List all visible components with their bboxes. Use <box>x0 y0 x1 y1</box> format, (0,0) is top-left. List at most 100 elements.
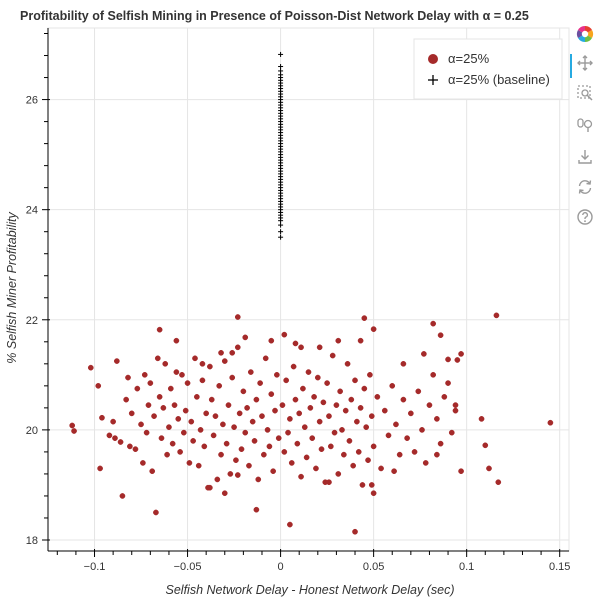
scatter-point <box>140 460 146 466</box>
scatter-point <box>270 468 276 475</box>
scatter-point <box>378 465 384 472</box>
scatter-point <box>138 421 144 428</box>
scatter-point <box>227 471 234 477</box>
bokeh-logo[interactable] <box>570 24 600 48</box>
scatter-point <box>404 435 410 441</box>
scatter-point <box>374 394 381 400</box>
scatter-point <box>430 320 437 327</box>
scatter-point <box>173 337 180 344</box>
scatter-point <box>445 356 451 363</box>
scatter-point <box>434 451 440 458</box>
legend-label-baseline: α=25% (baseline) <box>448 72 550 87</box>
scatter-point <box>309 435 316 441</box>
scatter-point <box>354 418 360 425</box>
scatter-point <box>190 438 196 444</box>
scatter-point <box>207 363 213 370</box>
scatter-point <box>201 443 208 450</box>
scatter-point <box>242 429 249 436</box>
scatter-point <box>326 413 332 419</box>
bokeh-logo-icon <box>576 25 594 43</box>
scatter-point <box>182 407 189 414</box>
scatter-point <box>95 382 102 389</box>
save-tool[interactable] <box>570 148 600 172</box>
help-tool[interactable] <box>570 208 600 232</box>
scatter-point <box>422 460 429 466</box>
x-tick-label: 0.05 <box>363 561 384 573</box>
scatter-point <box>162 360 169 367</box>
y-axis: 18 20 22 24 26 <box>26 28 50 551</box>
scatter-point <box>391 468 397 475</box>
scatter-point <box>452 407 459 414</box>
scatter-point <box>199 377 206 384</box>
scatter-point <box>242 334 249 341</box>
scatter-point <box>393 421 399 428</box>
scatter-point <box>303 454 310 461</box>
scatter-point <box>246 462 252 469</box>
scatter-point <box>478 416 485 422</box>
scatter-point <box>234 344 241 351</box>
baseline-cross-point <box>278 64 284 70</box>
scatter-point <box>234 472 241 478</box>
chart-title: Profitability of Selfish Mining in Prese… <box>20 9 529 23</box>
wheel-zoom-tool[interactable] <box>570 116 600 140</box>
reset-tool[interactable] <box>570 178 600 202</box>
scatter-point <box>158 435 165 441</box>
scatter-point <box>370 490 377 497</box>
scatter-point <box>218 451 224 458</box>
scatter-point <box>437 332 444 339</box>
scatter-point <box>448 429 455 436</box>
pan-tool[interactable] <box>570 54 600 78</box>
scatter-point <box>346 438 353 444</box>
scatter-point <box>352 528 358 535</box>
scatter-point <box>361 315 368 321</box>
scatter-point <box>154 355 161 362</box>
scatter-point <box>452 402 459 408</box>
scatter-point <box>179 371 185 378</box>
scatter-point <box>264 427 271 433</box>
scatter-point <box>238 446 245 453</box>
scatter-point <box>350 462 357 469</box>
scatter-point <box>368 482 375 488</box>
scatter-point <box>208 396 215 403</box>
y-tick-label: 18 <box>26 535 38 547</box>
wheel-zoom-icon <box>577 118 593 132</box>
scatter-point <box>244 405 250 411</box>
baseline-cross-point <box>278 51 284 57</box>
scatter-point <box>313 465 319 472</box>
scatter-point <box>285 429 291 436</box>
box-zoom-icon <box>577 85 593 101</box>
y-tick-label: 26 <box>26 95 38 107</box>
scatter-point <box>419 427 425 433</box>
scatter-point <box>164 451 170 458</box>
scatter-point <box>212 413 219 419</box>
scatter-point <box>247 369 254 375</box>
scatter-point <box>192 355 198 362</box>
scatter-point <box>240 388 247 395</box>
baseline-cross-point <box>278 218 284 224</box>
scatter-point <box>547 419 554 426</box>
scatter-point <box>132 446 139 453</box>
x-tick-label: 0.1 <box>459 561 474 573</box>
scatter-point <box>326 479 332 486</box>
scatter-point <box>274 371 280 378</box>
scatter-point <box>335 337 342 344</box>
scatter-point <box>166 424 172 430</box>
scatter-point <box>106 432 113 439</box>
scatter-point <box>197 427 204 433</box>
y-tick-label: 20 <box>26 425 38 437</box>
scatter-point <box>426 402 433 408</box>
scatter-point <box>342 407 349 414</box>
scatter-point <box>370 443 377 450</box>
scatter-point <box>339 427 345 433</box>
scatter-point <box>141 371 148 378</box>
scatter-point <box>352 377 358 384</box>
scatter-point <box>221 490 228 497</box>
scatter-point <box>454 357 461 363</box>
scatter-point <box>283 377 290 384</box>
series-alpha-25 <box>69 312 554 535</box>
scatter-point <box>292 340 299 347</box>
scatter-point <box>268 391 275 397</box>
scatter-point <box>314 374 321 381</box>
scatter-point <box>188 418 195 425</box>
box-zoom-tool[interactable] <box>570 84 600 108</box>
